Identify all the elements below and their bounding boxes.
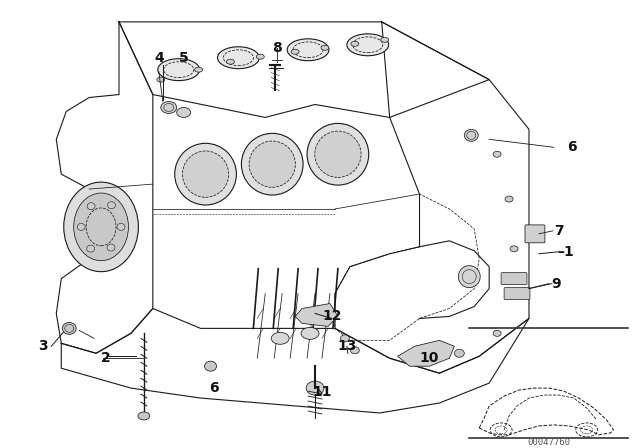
Ellipse shape [350, 347, 359, 354]
Ellipse shape [64, 182, 138, 271]
Ellipse shape [256, 54, 264, 59]
Text: 3: 3 [38, 339, 48, 353]
Ellipse shape [195, 67, 203, 72]
FancyBboxPatch shape [525, 225, 545, 243]
Text: 10: 10 [420, 351, 439, 365]
Ellipse shape [271, 332, 289, 345]
Text: 9: 9 [551, 276, 561, 291]
Text: 4: 4 [154, 51, 164, 65]
Ellipse shape [175, 143, 236, 205]
Polygon shape [295, 303, 338, 327]
Text: 6: 6 [209, 381, 218, 395]
Text: 00047760: 00047760 [527, 438, 570, 447]
Ellipse shape [307, 123, 369, 185]
Ellipse shape [138, 412, 150, 420]
Ellipse shape [351, 41, 359, 46]
Ellipse shape [464, 129, 478, 141]
Ellipse shape [158, 59, 200, 81]
Text: –1: –1 [557, 245, 574, 259]
Ellipse shape [249, 141, 296, 187]
Text: 13: 13 [337, 339, 356, 353]
Ellipse shape [287, 39, 329, 60]
Ellipse shape [510, 246, 518, 252]
Ellipse shape [347, 34, 388, 56]
Text: 12: 12 [322, 310, 342, 323]
Ellipse shape [108, 202, 115, 209]
Ellipse shape [227, 59, 234, 64]
Ellipse shape [493, 151, 501, 157]
Ellipse shape [381, 37, 388, 42]
Ellipse shape [493, 330, 501, 336]
Ellipse shape [454, 349, 464, 357]
Ellipse shape [107, 244, 115, 251]
Ellipse shape [218, 47, 259, 69]
Ellipse shape [321, 45, 329, 50]
Ellipse shape [74, 193, 129, 261]
Ellipse shape [177, 108, 191, 117]
Ellipse shape [157, 77, 164, 82]
Text: 2: 2 [101, 351, 111, 365]
Ellipse shape [241, 134, 303, 195]
Ellipse shape [306, 381, 324, 395]
Text: 11: 11 [312, 385, 332, 399]
Ellipse shape [117, 224, 125, 230]
Ellipse shape [182, 151, 228, 197]
Text: 5: 5 [179, 51, 189, 65]
FancyBboxPatch shape [504, 288, 530, 300]
Ellipse shape [86, 245, 95, 252]
Text: 8: 8 [273, 41, 282, 55]
Text: 7: 7 [554, 224, 564, 238]
Ellipse shape [505, 291, 513, 297]
Ellipse shape [340, 335, 349, 342]
Ellipse shape [458, 266, 480, 288]
FancyBboxPatch shape [501, 273, 527, 284]
Ellipse shape [161, 102, 177, 113]
Polygon shape [397, 340, 454, 366]
Ellipse shape [62, 323, 76, 334]
Ellipse shape [77, 224, 85, 230]
Ellipse shape [87, 202, 95, 210]
Ellipse shape [315, 131, 361, 177]
Text: 6: 6 [567, 140, 577, 154]
Ellipse shape [301, 327, 319, 339]
Ellipse shape [291, 49, 299, 54]
Ellipse shape [505, 196, 513, 202]
Ellipse shape [205, 361, 216, 371]
